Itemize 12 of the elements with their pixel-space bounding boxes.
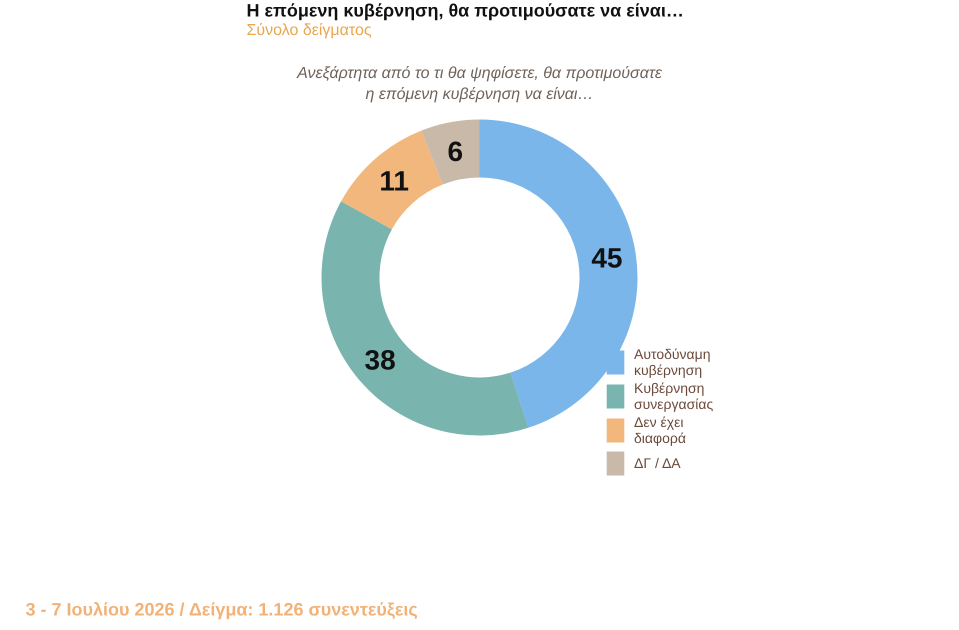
data-label: 45 xyxy=(591,242,622,274)
chart-subtitle: Σύνολο δείγματος xyxy=(246,22,372,39)
data-label: 38 xyxy=(364,344,396,376)
data-label: 11 xyxy=(379,166,409,197)
legend-label: Κυβέρνηση συνεργασίας xyxy=(634,380,714,412)
chart-title: Η επόμενη κυβέρνηση, θα προτιμούσατε να είναι… xyxy=(246,0,684,20)
legend-label: ΔΓ / ΔΑ xyxy=(634,454,681,473)
data-label: 6 xyxy=(448,136,464,167)
text: 3 - 7 Ιουλίου 2026 / Δείγμα: 1.126 συνεντεύξεις xyxy=(26,600,418,620)
legend-label: Αυτοδύναμη κυβέρνηση xyxy=(634,346,711,378)
text: Ανεξάρτητα από το τι θα ψηφίσετε, θα προτιμούσατε η επόμενη κυβέρνηση να είναι… xyxy=(296,65,663,103)
legend-label: Δεν έχει διαφορά xyxy=(634,414,686,446)
